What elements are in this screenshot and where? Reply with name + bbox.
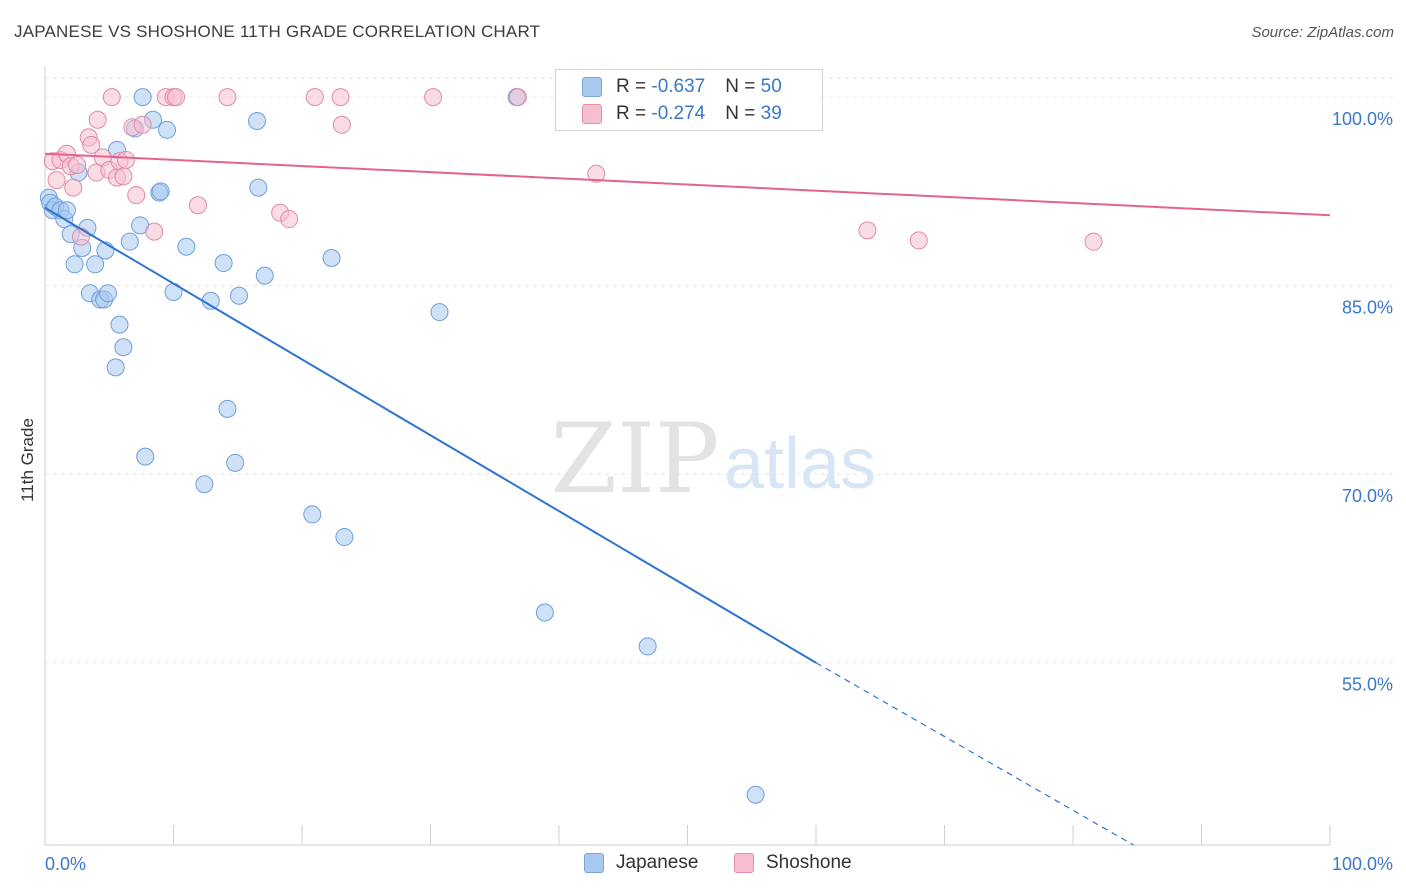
shoshone-point <box>82 135 101 154</box>
japanese-point <box>57 201 76 220</box>
shoshone-point <box>145 222 164 241</box>
legend-item-shoshone[interactable]: Shoshone <box>734 852 852 874</box>
shoshone-point <box>188 196 207 215</box>
japanese-point <box>322 249 341 268</box>
japanese-point <box>638 637 657 656</box>
shoshone-point <box>424 88 443 107</box>
chart-title: JAPANESE VS SHOSHONE 11TH GRADE CORRELAT… <box>14 22 541 41</box>
japanese-trend-extension <box>815 662 1134 846</box>
shoshone-point <box>116 150 135 169</box>
japanese-point <box>120 232 139 251</box>
japanese-point <box>151 182 170 201</box>
shoshone-point <box>305 88 324 107</box>
shoshone-trend-line <box>44 152 1331 217</box>
shoshone-legend-label: Shoshone <box>766 852 852 873</box>
stats-legend: R = -0.637 N = 50 R = -0.274 N = 39 <box>555 69 823 131</box>
x-tick-label-min: 0.0% <box>45 854 86 874</box>
shoshone-legend-swatch <box>734 853 754 873</box>
japanese-point <box>226 453 245 472</box>
shoshone-point <box>133 115 152 134</box>
shoshone-point <box>508 88 527 107</box>
shoshone-point <box>68 156 87 175</box>
grid-lines <box>45 77 1395 664</box>
japanese-point <box>110 315 129 334</box>
japanese-point <box>136 447 155 466</box>
watermark-zip: ZIP <box>550 403 719 515</box>
r-label: R = <box>616 76 652 97</box>
y-tick-label: 100.0% <box>1332 109 1393 129</box>
japanese-point <box>248 112 267 131</box>
japanese-point <box>255 266 274 285</box>
japanese-point <box>158 120 177 139</box>
shoshone-point <box>102 88 121 107</box>
legend-row-japanese: R = -0.637 N = 50 <box>582 75 782 99</box>
y-tick-label: 85.0% <box>1342 298 1393 318</box>
shoshone-point <box>167 88 186 107</box>
watermark-atlas: atlas <box>724 424 876 504</box>
japanese-point <box>133 88 152 107</box>
japanese-point <box>230 286 249 305</box>
shoshone-point <box>587 164 606 183</box>
n-label: N = <box>725 103 761 124</box>
japanese-swatch <box>582 77 602 97</box>
japanese-point <box>177 237 196 256</box>
japanese-point <box>86 255 105 274</box>
watermark: ZIP atlas <box>550 403 876 515</box>
n-value: 50 <box>760 76 782 97</box>
shoshone-point <box>114 167 133 186</box>
shoshone-point <box>909 231 928 250</box>
y-tick-label: 55.0% <box>1342 675 1393 695</box>
japanese-trend-line <box>44 206 817 664</box>
japanese-point <box>214 254 233 273</box>
legend-item-japanese[interactable]: Japanese <box>584 852 698 874</box>
legend-row-shoshone: R = -0.274 N = 39 <box>582 102 782 126</box>
japanese-point <box>106 358 125 377</box>
shoshone-point <box>88 110 107 129</box>
shoshone-point <box>332 115 351 134</box>
japanese-point <box>746 785 765 804</box>
shoshone-swatch <box>582 104 602 124</box>
trend-lines <box>44 152 1331 846</box>
r-value: -0.637 <box>651 76 706 97</box>
japanese-point <box>303 505 322 524</box>
x-tick-label-max: 100.0% <box>1332 854 1393 874</box>
data-points <box>39 88 1103 804</box>
japanese-point <box>430 303 449 322</box>
shoshone-point <box>218 88 237 107</box>
r-value: -0.274 <box>651 103 706 124</box>
shoshone-point <box>71 227 90 246</box>
shoshone-point <box>64 178 83 197</box>
shoshone-point <box>127 186 146 205</box>
source-label: Source: ZipAtlas.com <box>1251 24 1394 41</box>
shoshone-point <box>1084 232 1103 251</box>
y-tick-label: 70.0% <box>1342 486 1393 506</box>
japanese-point <box>195 475 214 494</box>
shoshone-point <box>858 221 877 240</box>
n-label: N = <box>725 76 761 97</box>
japanese-point <box>249 178 268 197</box>
n-value: 39 <box>760 103 782 124</box>
shoshone-point <box>331 88 350 107</box>
japanese-point <box>114 338 133 357</box>
japanese-legend-swatch <box>584 853 604 873</box>
japanese-point <box>65 255 84 274</box>
japanese-legend-label: Japanese <box>616 852 699 873</box>
shoshone-point <box>280 210 299 229</box>
r-label: R = <box>616 103 652 124</box>
japanese-point <box>535 603 554 622</box>
tick-labels: 100.0% 85.0% 70.0% 55.0% 0.0% 100.0% <box>45 109 1393 874</box>
japanese-point <box>218 399 237 418</box>
japanese-point <box>98 284 117 303</box>
japanese-point <box>335 528 354 547</box>
shoshone-point <box>47 171 66 190</box>
